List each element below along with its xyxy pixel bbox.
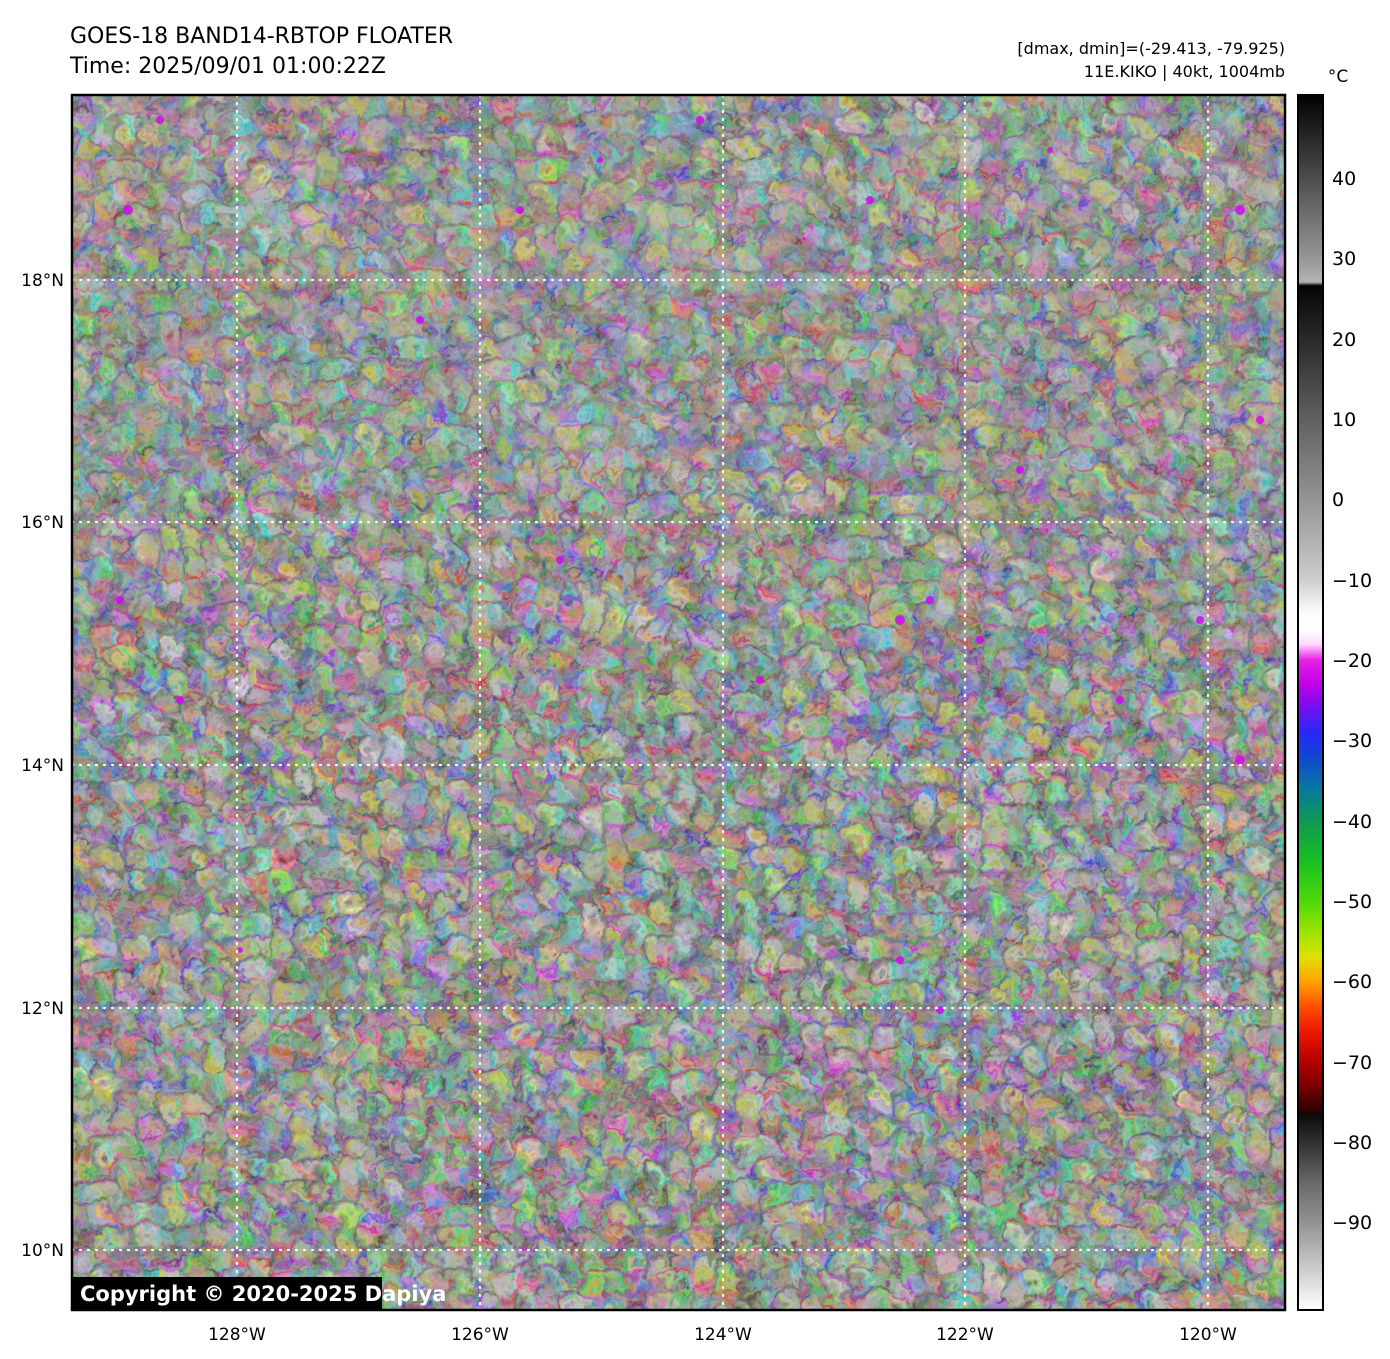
satellite-map: Copyright © 2020-2025 Dapiya bbox=[72, 95, 1285, 1310]
magenta-speckles bbox=[116, 116, 1264, 1014]
lon-label: 126°W bbox=[451, 1325, 509, 1345]
storm-info-annotation: 11E.KIKO | 40kt, 1004mb bbox=[1084, 62, 1285, 81]
lon-label: 122°W bbox=[936, 1325, 994, 1345]
colorbar-tick: −50 bbox=[1332, 891, 1372, 913]
figure-time: Time: 2025/09/01 01:00:22Z bbox=[69, 54, 386, 79]
copyright-bar bbox=[72, 1277, 382, 1309]
lat-axis: 18°N 16°N 14°N 12°N 10°N bbox=[21, 271, 64, 1261]
lat-label: 14°N bbox=[21, 756, 64, 776]
lat-label: 16°N bbox=[21, 513, 64, 533]
colorbar-tick: −80 bbox=[1332, 1132, 1372, 1154]
lon-label: 124°W bbox=[694, 1325, 752, 1345]
colorbar-tick: 0 bbox=[1332, 489, 1344, 511]
colorbar-tick: −70 bbox=[1332, 1052, 1372, 1074]
colorbar-tick: 20 bbox=[1332, 329, 1356, 351]
cold-core-layer bbox=[244, 731, 965, 1310]
lon-label: 120°W bbox=[1179, 1325, 1237, 1345]
colorbar-tick: 30 bbox=[1332, 248, 1356, 270]
colorbar-tick: 10 bbox=[1332, 409, 1356, 431]
map-frame bbox=[70, 93, 1287, 1312]
lat-label: 12°N bbox=[21, 999, 64, 1019]
colorbar-tick: −30 bbox=[1332, 730, 1372, 752]
colorbar bbox=[1297, 94, 1324, 1311]
colorbar-tick: −40 bbox=[1332, 811, 1372, 833]
dmax-dmin-annotation: [dmax, dmin]=(-29.413, -79.925) bbox=[1017, 39, 1285, 58]
lon-axis: 128°W 126°W 124°W 122°W 120°W bbox=[208, 1325, 1237, 1345]
lat-label: 10°N bbox=[21, 1241, 64, 1261]
colorbar-unit: °C bbox=[1328, 67, 1348, 87]
graticule bbox=[72, 95, 1285, 1310]
lat-label: 18°N bbox=[21, 271, 64, 291]
colorbar-tick: 40 bbox=[1332, 168, 1356, 190]
colorbar-tick: −10 bbox=[1332, 570, 1372, 592]
colorbar-tick: −60 bbox=[1332, 971, 1372, 993]
figure-title: GOES-18 BAND14-RBTOP FLOATER bbox=[70, 24, 453, 49]
lon-label: 128°W bbox=[208, 1325, 266, 1345]
colorbar-tick: −90 bbox=[1332, 1212, 1372, 1234]
colorbar-ticks: 40 30 20 10 0 −10 −20 −30 −40 −50 −60 −7… bbox=[1332, 168, 1372, 1234]
copyright-text: Copyright © 2020-2025 Dapiya bbox=[80, 1282, 446, 1306]
colorbar-tick: −20 bbox=[1332, 650, 1372, 672]
